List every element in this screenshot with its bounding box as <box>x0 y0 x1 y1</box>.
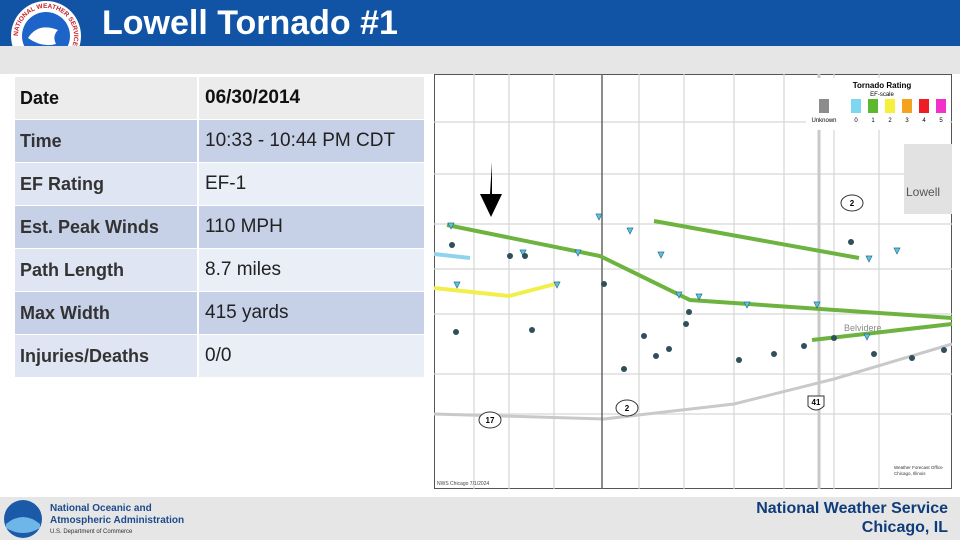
legend-title: Tornado Rating <box>853 81 912 90</box>
table-row: Date 06/30/2014 <box>15 77 424 120</box>
road-label: 2 <box>850 199 855 208</box>
noaa-logo <box>4 500 42 538</box>
cell-value: 8.7 miles <box>199 249 424 291</box>
place-label: Belvidere <box>844 323 882 333</box>
legend-label: Unknown <box>811 118 836 124</box>
cell-value: 415 yards <box>199 292 424 334</box>
footer: National Oceanic and Atmospheric Adminis… <box>0 497 960 540</box>
cell-value: 110 MPH <box>199 206 424 248</box>
map: Tornado Rating EF-scale Unknown 0 1 2 3 4 5 Lowel… <box>434 74 952 489</box>
legend-label: 2 <box>888 118 892 124</box>
table-row: Est. Peak Winds 110 MPH <box>15 206 424 249</box>
table-row: Time 10:33 - 10:44 PM CDT <box>15 120 424 163</box>
road-label: 2 <box>625 404 630 413</box>
table-row: Path Length 8.7 miles <box>15 249 424 292</box>
cell-label: EF Rating <box>15 163 199 205</box>
legend-label: 0 <box>854 118 858 124</box>
agency-line: Atmospheric Administration <box>50 515 185 526</box>
legend-swatch <box>936 99 946 113</box>
legend-swatch <box>851 99 861 113</box>
road-shields <box>478 194 864 429</box>
office: National Weather Service <box>756 500 948 517</box>
cell-label: Injuries/Deaths <box>15 335 199 377</box>
cell-label: Date <box>15 77 199 119</box>
road-label: 41 <box>812 398 821 407</box>
legend-swatch <box>868 99 878 113</box>
legend-subtitle: EF-scale <box>870 92 894 98</box>
department: U.S. Department of Commerce <box>50 529 133 535</box>
legend-label: 3 <box>905 118 909 124</box>
road-label: 17 <box>486 416 495 425</box>
cell-value: 0/0 <box>199 335 424 377</box>
table-row: EF Rating EF-1 <box>15 163 424 206</box>
table-row: Injuries/Deaths 0/0 <box>15 335 424 378</box>
legend-label: 5 <box>939 118 943 124</box>
cell-label: Est. Peak Winds <box>15 206 199 248</box>
slide-title: Lowell Tornado #1 <box>102 4 398 42</box>
legend-swatch <box>819 99 829 113</box>
agency-line: National Oceanic and <box>50 503 152 514</box>
legend-label: 4 <box>922 118 926 124</box>
band <box>0 46 960 74</box>
cell-label: Time <box>15 120 199 162</box>
info-table: Date 06/30/2014 Time 10:33 - 10:44 PM CDT EF… <box>15 77 424 378</box>
cell-label: Max Width <box>15 292 199 334</box>
legend-swatch <box>919 99 929 113</box>
location: Chicago, IL <box>861 519 948 536</box>
legend-swatch <box>902 99 912 113</box>
office-label: Chicago, Illinois <box>894 471 926 476</box>
table-row: Max Width 415 yards <box>15 292 424 335</box>
cell-value: 06/30/2014 <box>199 77 424 119</box>
office-label: Weather Forecast Office <box>894 465 943 470</box>
cell-value: 10:33 - 10:44 PM CDT <box>199 120 424 162</box>
legend-swatch <box>885 99 895 113</box>
town-label: Lowell <box>906 185 940 199</box>
map-credit: NWS Chicago 7/1/2024 <box>437 481 489 487</box>
legend-label: 1 <box>871 118 875 124</box>
cell-label: Path Length <box>15 249 199 291</box>
header: NATIONAL WEATHER SERVICE Lowell Tornado … <box>0 0 960 68</box>
cell-value: EF-1 <box>199 163 424 205</box>
